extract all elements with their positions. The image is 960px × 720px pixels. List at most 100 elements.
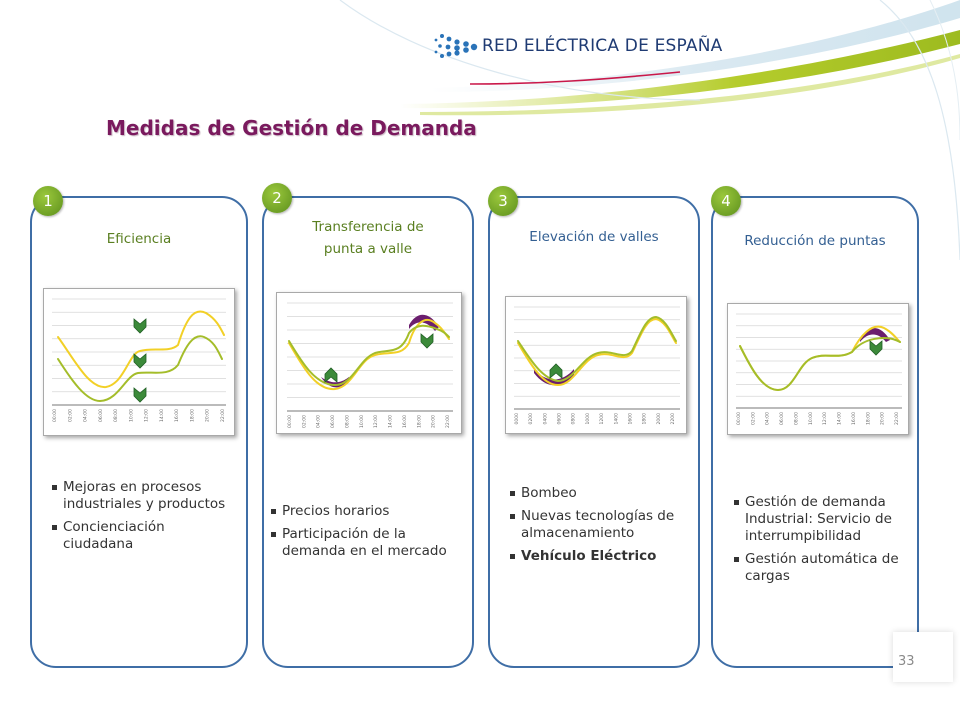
tick-label: 0800 — [571, 413, 577, 425]
bullet-item: Bombeo — [510, 485, 695, 502]
tick-label: 16:00 — [174, 409, 180, 422]
tick-label: 18:00 — [416, 415, 422, 428]
tick-label: 18:00 — [189, 409, 195, 422]
tick-label: 14:00 — [159, 409, 165, 422]
bullet-list: Mejoras en procesos industriales y produ… — [52, 479, 232, 559]
tick-label: 16:00 — [851, 412, 857, 425]
down-arrow-icon — [133, 353, 147, 369]
arrow-shape — [420, 333, 434, 349]
demand-chart: 00:00 02:00 04:00 06:00 08:00 10:00 12:00 14:00… — [727, 303, 909, 435]
tick-label: 0400 — [542, 413, 548, 425]
arrow-shape — [324, 367, 338, 383]
tick-label: 10:00 — [808, 412, 814, 425]
tick-label: 22:00 — [894, 412, 900, 425]
up-arrow-icon — [549, 363, 563, 379]
arrow-shape — [133, 318, 147, 334]
tick-label: 10:00 — [359, 415, 365, 428]
panel-title: Elevación de valles — [490, 226, 698, 248]
tick-label: 0000 — [514, 413, 520, 425]
tick-label: 08:00 — [344, 415, 350, 428]
tick-label: 1600 — [627, 413, 633, 425]
tick-label: 02:00 — [750, 412, 756, 425]
bullet-item: Precios horarios — [271, 503, 471, 520]
tick-label: 1800 — [642, 413, 648, 425]
tick-label: 12:00 — [822, 412, 828, 425]
tick-label: 04:00 — [83, 409, 89, 422]
panel-number-badge: 3 — [488, 186, 518, 216]
down-arrow-icon — [133, 387, 147, 403]
arrow-shape — [133, 353, 147, 369]
panel-title-line: Elevación de valles — [529, 229, 659, 245]
arrow-shape — [549, 363, 563, 379]
tick-label: 02:00 — [67, 409, 73, 422]
filled-area — [534, 369, 574, 386]
tick-label: 00:00 — [287, 415, 293, 428]
page-title: Medidas de Gestión de Demanda — [106, 116, 477, 140]
tick-label: 04:00 — [316, 415, 322, 428]
bullet-item: Gestión automática de cargas — [734, 551, 919, 585]
bullet-item: Vehículo Eléctrico — [510, 548, 695, 565]
series-line — [739, 336, 901, 392]
demand-chart: 00:00 02:00 04:00 06:00 08:00 10:00 12:00 14:00… — [43, 288, 235, 436]
panel-number-badge: 1 — [33, 186, 63, 216]
tick-label: 2200 — [670, 413, 676, 425]
ree-logo-icon — [434, 34, 478, 58]
tick-label: 2000 — [656, 413, 662, 425]
tick-label: 12:00 — [144, 409, 150, 422]
tick-label: 12:00 — [373, 415, 379, 428]
panel-title-line: Transferencia de — [312, 219, 424, 235]
tick-label: 1400 — [613, 413, 619, 425]
tick-label: 02:00 — [301, 415, 307, 428]
panel-title: Transferencia de punta a valle — [264, 216, 472, 260]
series-line — [739, 325, 901, 392]
series-line — [288, 318, 450, 391]
down-arrow-icon — [869, 340, 883, 356]
series-line — [57, 310, 225, 389]
tick-label: 14:00 — [837, 412, 843, 425]
bullet-item: Gestión de demanda Industrial: Servicio … — [734, 494, 919, 545]
bullet-item: Nuevas tecnologías de almacenamiento — [510, 508, 695, 542]
tick-label: 08:00 — [793, 412, 799, 425]
tick-label: 0600 — [557, 413, 563, 425]
tick-label: 06:00 — [330, 415, 336, 428]
series-line — [517, 317, 677, 387]
tick-label: 20:00 — [205, 409, 211, 422]
bullet-list: Bombeo Nuevas tecnologías de almacenamie… — [510, 485, 695, 571]
tick-label: 08:00 — [113, 409, 119, 422]
tick-label: 06:00 — [98, 409, 104, 422]
panel-title-line: Reducción de puntas — [744, 233, 886, 249]
demand-chart: 0000 0200 0400 0600 0800 1000 1200 1400 1600 1800… — [505, 296, 687, 434]
bullet-list: Precios horarios Participación de la dem… — [271, 503, 471, 566]
tick-label: 20:00 — [880, 412, 886, 425]
panel-title-line: punta a valle — [323, 241, 413, 257]
tick-label: 04:00 — [765, 412, 771, 425]
panel-number-badge: 4 — [711, 186, 741, 216]
panel-title: Eficiencia — [32, 228, 246, 250]
tick-label: 22:00 — [220, 409, 226, 422]
demand-chart: 00:00 02:00 04:00 06:00 08:00 10:00 12:00 14:00… — [276, 292, 462, 434]
panel-title: Reducción de puntas — [713, 230, 917, 252]
page-number: 33 — [898, 654, 915, 669]
down-arrow-icon — [133, 318, 147, 334]
tick-label: 14:00 — [388, 415, 394, 428]
tick-label: 18:00 — [865, 412, 871, 425]
series-line — [288, 324, 450, 387]
arrow-shape — [869, 340, 883, 356]
tick-label: 22:00 — [445, 415, 451, 428]
tick-label: 00:00 — [52, 409, 58, 422]
tick-label: 1200 — [599, 413, 605, 425]
down-arrow-icon — [420, 333, 434, 349]
page-number-box — [893, 632, 953, 682]
panel-number-badge: 2 — [262, 183, 292, 213]
bullet-list: Gestión de demanda Industrial: Servicio … — [734, 494, 919, 591]
tick-label: 10:00 — [128, 409, 134, 422]
tick-label: 0200 — [528, 413, 534, 425]
tick-label: 20:00 — [431, 415, 437, 428]
tick-label: 06:00 — [779, 412, 785, 425]
arrow-shape — [133, 387, 147, 403]
tick-label: 1000 — [585, 413, 591, 425]
up-arrow-icon — [324, 367, 338, 383]
bullet-item: Mejoras en procesos industriales y produ… — [52, 479, 232, 513]
series-line — [57, 335, 223, 403]
